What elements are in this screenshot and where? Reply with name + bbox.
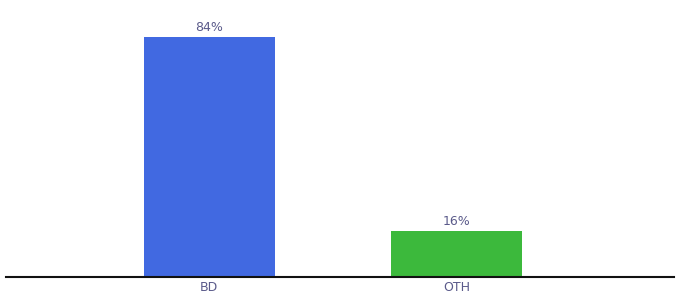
Bar xyxy=(143,37,275,277)
Text: 16%: 16% xyxy=(443,214,470,227)
Text: 84%: 84% xyxy=(195,20,223,34)
Bar xyxy=(391,231,522,277)
